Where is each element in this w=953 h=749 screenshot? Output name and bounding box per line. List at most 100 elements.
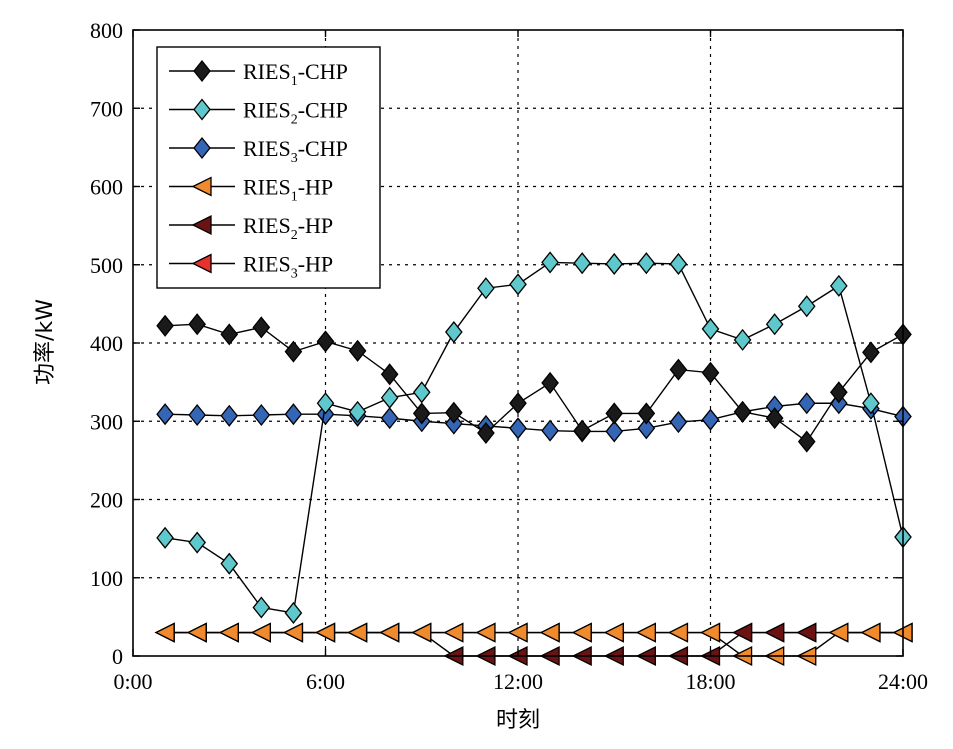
data-point	[348, 400, 367, 423]
data-point	[220, 552, 239, 575]
data-point	[603, 622, 624, 643]
data-point	[252, 403, 271, 427]
legend-item: RIES1-CHP	[169, 59, 348, 89]
data-point	[156, 526, 174, 549]
legend-marker	[191, 214, 212, 236]
y-tick-label: 100	[90, 566, 123, 591]
series-ries3-chp	[156, 392, 912, 443]
data-point	[573, 252, 591, 275]
data-point	[701, 317, 720, 340]
data-point	[733, 328, 752, 351]
series-line	[165, 323, 904, 443]
x-tick-label: 18:00	[685, 669, 735, 694]
data-point	[635, 622, 656, 643]
data-point	[284, 403, 303, 426]
y-tick-label: 500	[90, 253, 123, 278]
y-tick-label: 400	[90, 331, 123, 356]
data-point	[797, 430, 816, 453]
series-layer	[154, 251, 913, 667]
data-point	[220, 323, 239, 346]
legend-item: RIES2-CHP	[169, 98, 348, 128]
legend-label: RIES1-CHP	[243, 59, 348, 89]
legend-label: RIES3-HP	[243, 252, 333, 282]
series-ries2-chp	[156, 251, 912, 625]
data-point	[765, 407, 784, 430]
legend-label: RIES3-CHP	[243, 136, 348, 166]
x-tick-label: 24:00	[878, 669, 928, 694]
data-point	[252, 316, 271, 339]
data-point	[764, 622, 785, 643]
data-point	[797, 392, 816, 415]
data-point	[669, 358, 688, 381]
data-point	[412, 402, 431, 425]
legend-marker	[193, 98, 211, 121]
legend-label: RIES1-HP	[243, 175, 333, 205]
data-point	[509, 392, 527, 415]
data-point	[316, 330, 335, 353]
legend-item: RIES3-CHP	[169, 136, 348, 166]
data-point	[862, 341, 880, 364]
data-point	[347, 622, 368, 643]
data-point	[315, 622, 336, 643]
y-axis-title: 功率/kW	[33, 299, 58, 385]
data-point	[637, 252, 656, 275]
series-ries1-chp	[156, 313, 912, 453]
x-tick-label: 0:00	[113, 669, 152, 694]
x-axis-title: 时刻	[496, 708, 540, 733]
data-point	[830, 381, 848, 404]
data-point	[509, 417, 527, 440]
data-point	[380, 407, 399, 430]
data-point	[443, 622, 464, 643]
data-point	[571, 622, 592, 643]
legend-marker	[193, 59, 211, 83]
y-tick-label: 0	[112, 644, 123, 669]
data-point	[573, 419, 591, 442]
y-tick-label: 300	[90, 409, 123, 434]
data-point	[509, 273, 527, 296]
data-point	[379, 622, 400, 643]
data-point	[282, 622, 304, 643]
data-point	[316, 392, 335, 415]
data-point	[605, 420, 624, 443]
data-point	[380, 363, 399, 386]
data-point	[156, 314, 174, 337]
data-point	[475, 622, 496, 643]
legend: RIES1-CHP RIES2-CHP RIES3-CHP RIES1-HP RIES2…	[156, 46, 381, 289]
y-tick-label: 700	[90, 96, 123, 121]
data-point	[637, 417, 656, 440]
legend-label: RIES2-CHP	[243, 98, 348, 128]
data-point	[188, 313, 206, 336]
data-point	[669, 410, 688, 434]
data-point	[860, 622, 881, 643]
data-point	[765, 313, 784, 336]
data-point	[445, 401, 463, 424]
legend-box	[156, 46, 381, 289]
data-point	[605, 402, 624, 425]
series-line	[165, 631, 903, 657]
data-point	[186, 622, 207, 643]
data-point	[507, 622, 528, 643]
data-point	[411, 622, 432, 643]
data-point	[667, 622, 689, 643]
data-point	[154, 622, 175, 643]
data-point	[701, 408, 720, 431]
data-point	[477, 277, 495, 300]
legend-marker	[191, 176, 212, 197]
data-point	[797, 295, 816, 318]
data-point	[188, 403, 206, 427]
legend-item: RIES1-HP	[169, 175, 333, 205]
data-point	[539, 622, 560, 643]
axis-ticks: 0 100 200 300 400 500 600 700 800 0:00 6:00 12:00 18…	[90, 18, 928, 694]
x-tick-label: 6:00	[306, 669, 345, 694]
data-point	[830, 274, 848, 297]
series-line	[165, 402, 904, 433]
data-point	[250, 622, 271, 643]
series-line	[164, 261, 904, 614]
data-point	[862, 392, 880, 415]
data-point	[732, 622, 753, 643]
data-point	[412, 381, 431, 404]
legend-item: RIES3-HP	[169, 252, 333, 282]
data-point	[669, 252, 688, 276]
